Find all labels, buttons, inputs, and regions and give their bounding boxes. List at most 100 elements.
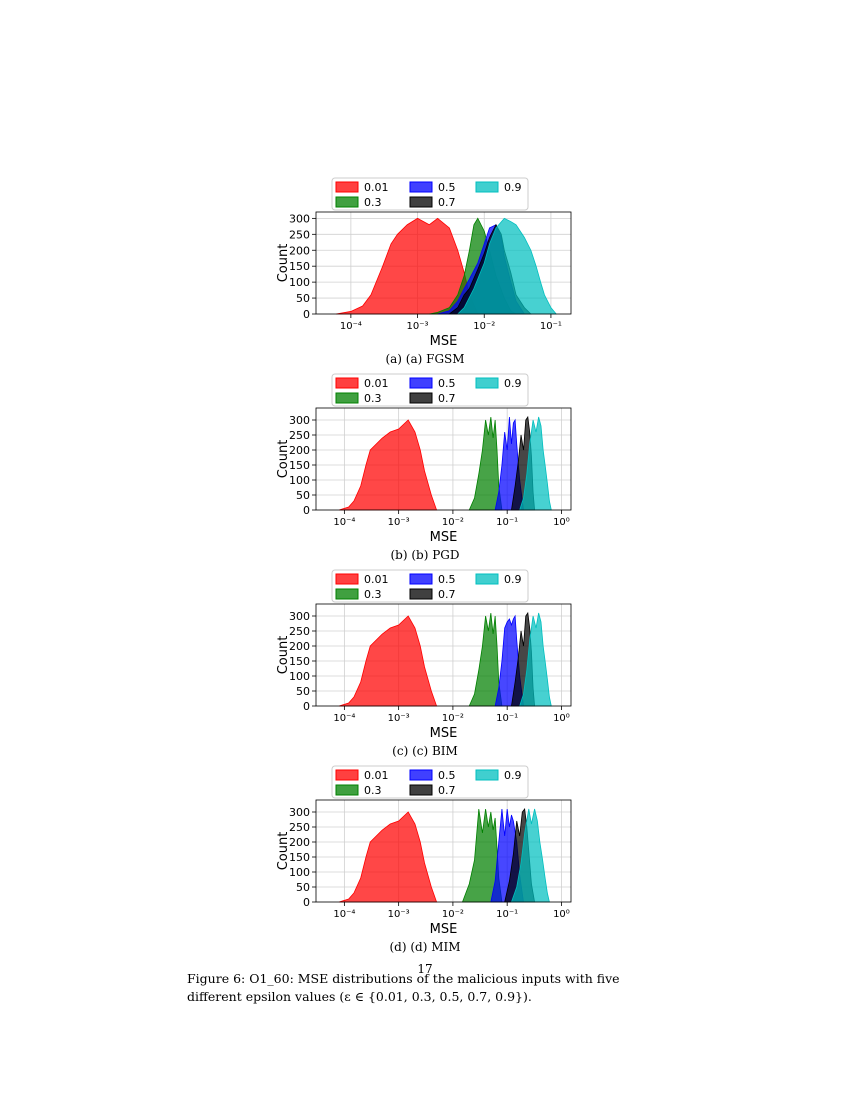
figure-caption: Figure 6: O1_60: MSE distributions of th… [187, 971, 620, 1004]
chart-panel-2: 0.01 0.3 0.5 0.7 0.9 0 50 100 150 200 250 300 10⁻⁴ 10… [270, 569, 580, 766]
x-tick-label: 10⁻² [473, 321, 495, 332]
legend-swatch-0.9 [475, 769, 499, 781]
legend-swatch-0.5 [409, 573, 433, 585]
series-area-0.01 [339, 615, 438, 707]
x-tick-label: 10⁻² [442, 909, 464, 920]
x-tick-label: 10⁻² [442, 517, 464, 528]
legend-swatch-0.7 [409, 784, 433, 796]
y-tick-label: 200 [289, 244, 310, 257]
legend: 0.01 0.3 0.5 0.7 0.9 [331, 765, 529, 799]
legend-swatch-0.7 [409, 588, 433, 600]
series-area-0.9 [456, 217, 558, 315]
x-axis-label: MSE [430, 922, 458, 937]
series-area-0.9 [519, 416, 552, 511]
legend-swatch-0.01 [335, 573, 359, 585]
subcaption: (d) (d) MIM [389, 940, 461, 954]
y-tick-label: 100 [289, 670, 310, 683]
x-tick-label: 10⁻³ [388, 517, 410, 528]
x-tick-label: 10⁻⁴ [340, 321, 362, 332]
y-tick-label: 200 [289, 836, 310, 849]
chart-panel-3: 0.01 0.3 0.5 0.7 0.9 0 50 100 150 200 250 300 10⁻⁴ 10… [270, 765, 580, 962]
series-area-0.01 [339, 419, 438, 511]
legend-label-0.7: 0.7 [438, 784, 456, 797]
legend-swatch-0.3 [335, 784, 359, 796]
x-tick-label: 10⁻⁴ [333, 909, 355, 920]
y-tick-label: 50 [296, 489, 310, 502]
legend-label-0.3: 0.3 [364, 784, 382, 797]
x-tick-label: 10⁻² [442, 713, 464, 724]
legend-swatch-0.9 [475, 573, 499, 585]
legend-swatch-0.5 [409, 769, 433, 781]
subcaption: (c) (c) BIM [392, 744, 458, 758]
x-tick-label: 10⁰ [553, 909, 570, 920]
legend-swatch-0.01 [335, 181, 359, 193]
subcaption: (a) (a) FGSM [385, 352, 465, 366]
chart-svg: 0.01 0.3 0.5 0.7 0.9 0 50 100 150 200 250 300 10⁻⁴ 10… [276, 373, 572, 545]
x-axis-label: MSE [430, 530, 458, 545]
chart-panel-1: 0.01 0.3 0.5 0.7 0.9 0 50 100 150 200 250 300 10⁻⁴ 10… [270, 373, 580, 570]
legend-label-0.7: 0.7 [438, 196, 456, 209]
legend-swatch-0.3 [335, 588, 359, 600]
y-axis-label: Count [276, 832, 291, 871]
legend-swatch-0.01 [335, 769, 359, 781]
y-tick-label: 300 [289, 212, 310, 225]
plot-frame [315, 799, 572, 903]
legend-label-0.5: 0.5 [438, 377, 456, 390]
y-axis-label: Count [276, 244, 291, 283]
y-tick-label: 250 [289, 821, 310, 834]
y-tick-label: 250 [289, 625, 310, 638]
x-tick-label: 10⁻⁴ [333, 517, 355, 528]
legend-label-0.01: 0.01 [364, 769, 389, 782]
legend-label-0.3: 0.3 [364, 392, 382, 405]
legend-label-0.5: 0.5 [438, 181, 456, 194]
legend-swatch-0.7 [409, 196, 433, 208]
legend-label-0.01: 0.01 [364, 573, 389, 586]
series-area-0.3 [468, 416, 503, 511]
legend-swatch-0.3 [335, 196, 359, 208]
y-tick-label: 50 [296, 685, 310, 698]
y-tick-label: 100 [289, 866, 310, 879]
legend-swatch-0.5 [409, 181, 433, 193]
legend-swatch-0.7 [409, 392, 433, 404]
y-tick-label: 0 [303, 700, 310, 713]
y-tick-label: 50 [296, 292, 310, 305]
legend-label-0.9: 0.9 [504, 573, 522, 586]
x-axis-label: MSE [430, 334, 458, 349]
legend-label-0.9: 0.9 [504, 181, 522, 194]
legend-label-0.7: 0.7 [438, 392, 456, 405]
x-tick-label: 10⁻³ [388, 713, 410, 724]
x-tick-label: 10⁻¹ [540, 321, 562, 332]
y-tick-label: 150 [289, 260, 310, 273]
series-area-0.3 [468, 612, 503, 707]
legend-label-0.9: 0.9 [504, 769, 522, 782]
plot-frame [315, 211, 572, 315]
legend-label-0.5: 0.5 [438, 769, 456, 782]
y-tick-label: 150 [289, 459, 310, 472]
subcaption: (b) (b) PGD [390, 548, 460, 562]
y-tick-label: 300 [289, 610, 310, 623]
y-tick-label: 100 [289, 276, 310, 289]
legend-label-0.3: 0.3 [364, 588, 382, 601]
x-tick-label: 10⁻⁴ [333, 713, 355, 724]
y-axis-label: Count [276, 440, 291, 479]
page-number: 17 [417, 962, 433, 976]
y-tick-label: 150 [289, 851, 310, 864]
x-tick-label: 10⁻¹ [496, 713, 518, 724]
legend-swatch-0.9 [475, 377, 499, 389]
y-tick-label: 50 [296, 881, 310, 894]
legend: 0.01 0.3 0.5 0.7 0.9 [331, 373, 529, 407]
legend: 0.01 0.3 0.5 0.7 0.9 [331, 177, 529, 211]
legend-swatch-0.5 [409, 377, 433, 389]
x-axis-label: MSE [430, 726, 458, 741]
y-tick-label: 250 [289, 429, 310, 442]
series-area-0.9 [519, 612, 552, 707]
y-tick-label: 0 [303, 504, 310, 517]
legend-label-0.9: 0.9 [504, 377, 522, 390]
legend: 0.01 0.3 0.5 0.7 0.9 [331, 569, 529, 603]
y-tick-label: 300 [289, 806, 310, 819]
x-tick-label: 10⁰ [553, 713, 570, 724]
series-area-0.01 [339, 811, 438, 903]
x-tick-label: 10⁰ [553, 517, 570, 528]
y-tick-label: 0 [303, 896, 310, 909]
legend-swatch-0.9 [475, 181, 499, 193]
